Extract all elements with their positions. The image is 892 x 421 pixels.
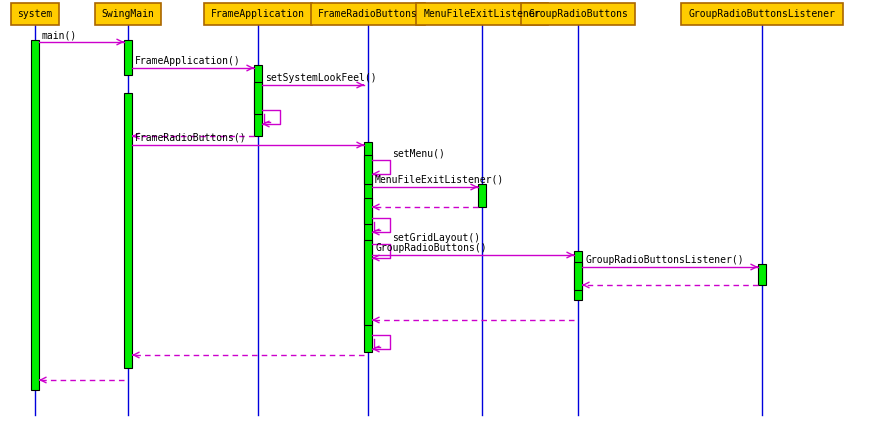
Bar (124, 40, 132, 75)
Bar (521, 3, 635, 25)
Text: GroupRadioButtonsListener: GroupRadioButtonsListener (689, 9, 836, 19)
Text: FrameApplication(): FrameApplication() (135, 56, 241, 66)
Text: SwingMain: SwingMain (102, 9, 154, 19)
Text: GroupRadioButtons: GroupRadioButtons (528, 9, 628, 19)
Bar (416, 3, 548, 25)
Text: main(): main() (42, 30, 78, 40)
Bar (364, 240, 372, 325)
Bar (478, 184, 486, 207)
Bar (758, 264, 766, 285)
Text: setSystemLookFeel(): setSystemLookFeel() (265, 73, 376, 83)
Text: setMenu(): setMenu() (392, 149, 445, 159)
Text: MenuFileExitListener: MenuFileExitListener (423, 9, 541, 19)
Text: FrameRadioButtons(): FrameRadioButtons() (135, 133, 246, 143)
Bar (31, 40, 39, 390)
Bar (574, 262, 582, 290)
Bar (204, 3, 312, 25)
Bar (364, 155, 372, 184)
Text: setGridLayout(): setGridLayout() (392, 233, 480, 243)
Text: FrameRadioButtons: FrameRadioButtons (318, 9, 418, 19)
Bar (574, 251, 582, 300)
Bar (364, 198, 372, 224)
Bar (11, 3, 59, 25)
Text: MenuFileExitListener(): MenuFileExitListener() (375, 175, 504, 185)
Bar (254, 65, 262, 136)
Bar (681, 3, 843, 25)
Text: GroupRadioButtons(): GroupRadioButtons() (375, 243, 487, 253)
Text: FrameApplication: FrameApplication (211, 9, 305, 19)
Text: GroupRadioButtonsListener(): GroupRadioButtonsListener() (585, 255, 744, 265)
Bar (95, 3, 161, 25)
Bar (311, 3, 425, 25)
Bar (254, 82, 262, 114)
Bar (124, 93, 132, 368)
Text: system: system (17, 9, 53, 19)
Bar (364, 142, 372, 352)
